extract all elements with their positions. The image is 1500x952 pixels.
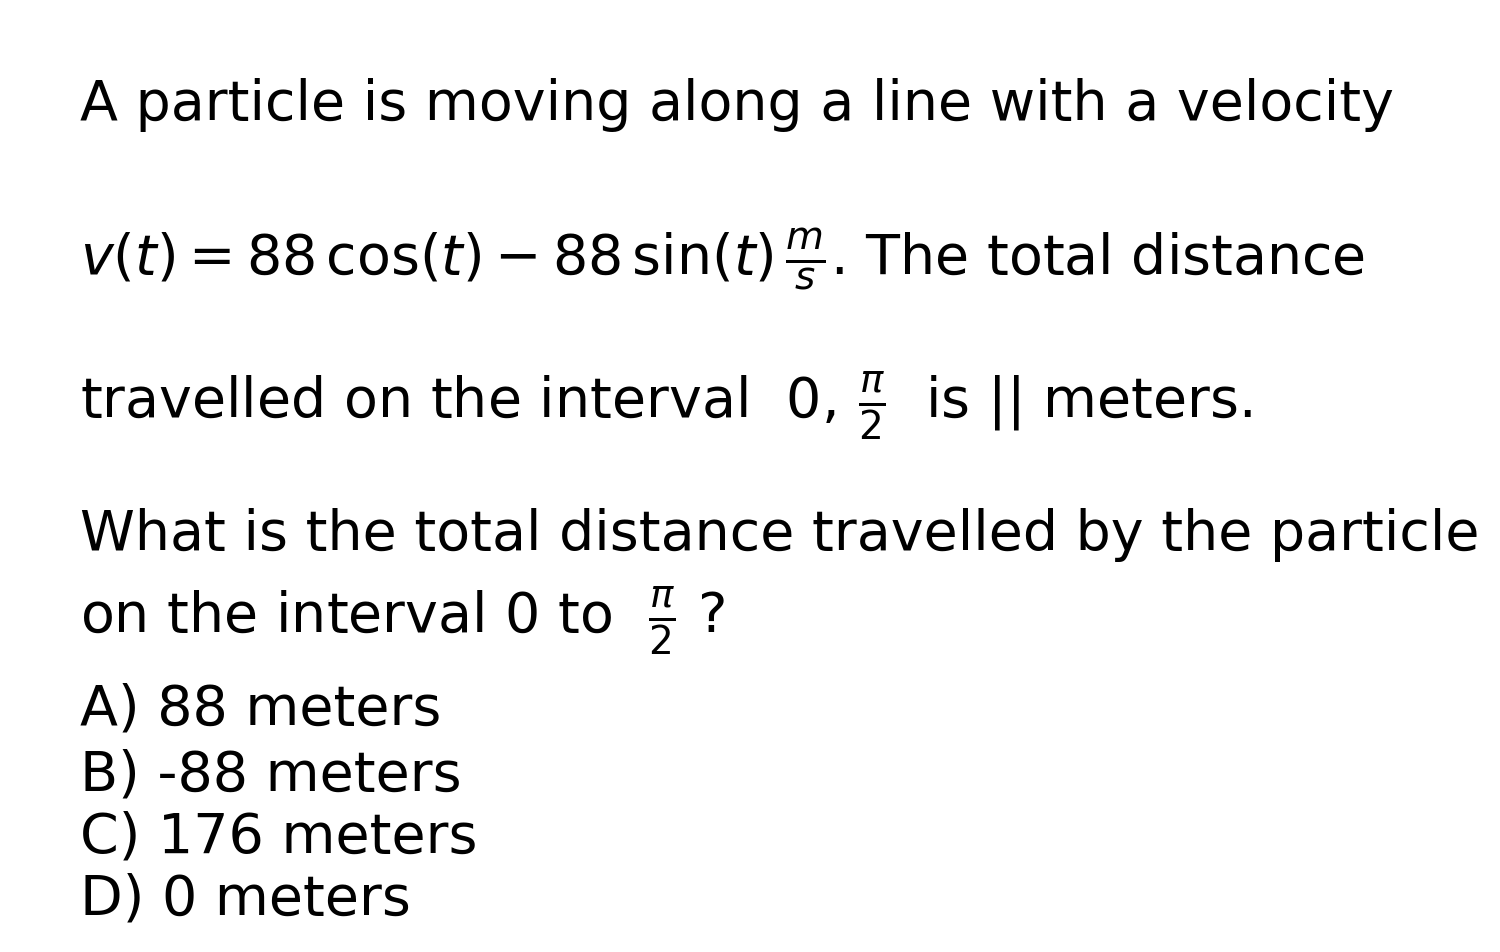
- Text: $v(t) = 88\,\mathrm{cos}(t) - 88\,\mathrm{sin}(t)\,\frac{m}{s}$. The total dista: $v(t) = 88\,\mathrm{cos}(t) - 88\,\mathr…: [80, 227, 1365, 292]
- Text: on the interval 0 to  $\frac{\pi}{2}$ ?: on the interval 0 to $\frac{\pi}{2}$ ?: [80, 585, 726, 657]
- Text: What is the total distance travelled by the particle: What is the total distance travelled by …: [80, 508, 1479, 562]
- Text: A particle is moving along a line with a velocity: A particle is moving along a line with a…: [80, 78, 1394, 132]
- Text: C) 176 meters: C) 176 meters: [80, 810, 477, 864]
- Text: A) 88 meters: A) 88 meters: [80, 683, 441, 737]
- Text: D) 0 meters: D) 0 meters: [80, 873, 411, 927]
- Text: B) -88 meters: B) -88 meters: [80, 748, 462, 802]
- Text: travelled on the interval  $0,\, \frac{\pi}{2}$  is || meters.: travelled on the interval $0,\, \frac{\p…: [80, 369, 1252, 442]
